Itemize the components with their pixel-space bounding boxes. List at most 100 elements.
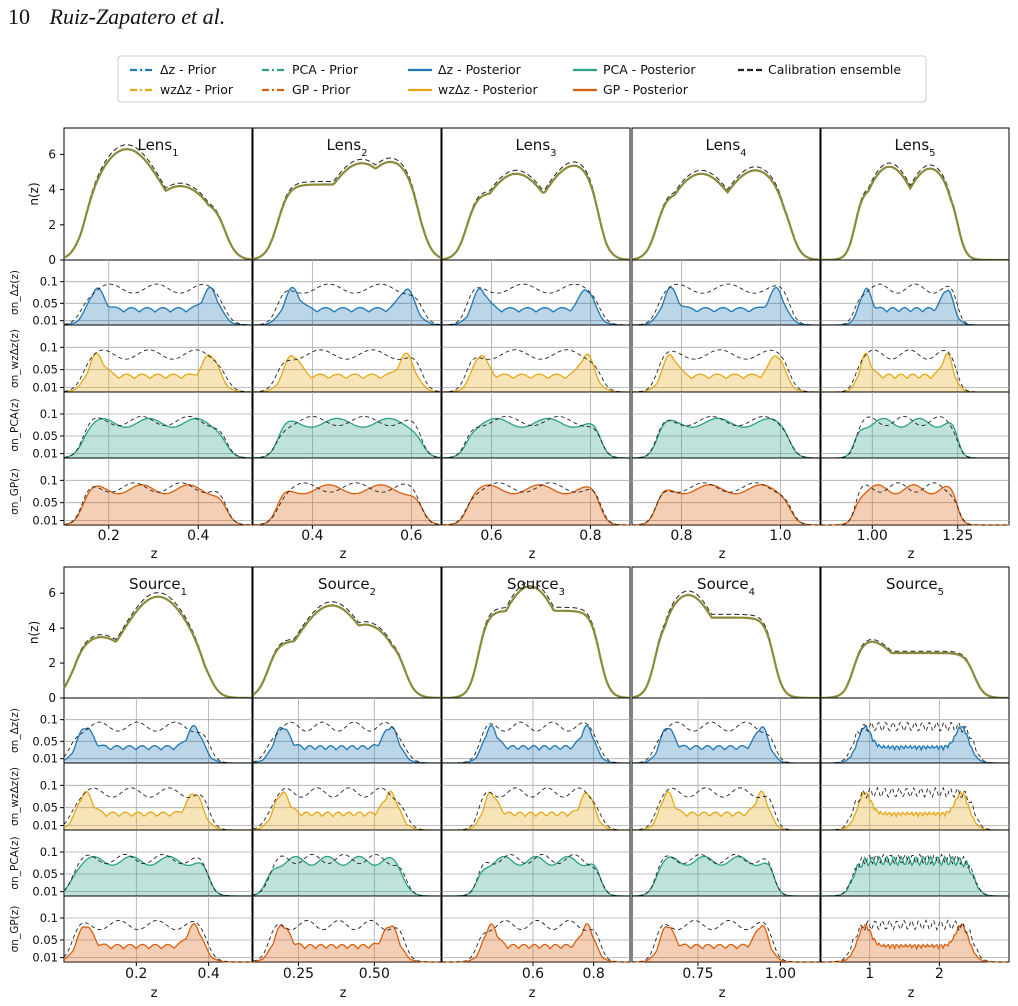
calibration-curve [821,162,1009,261]
panel: Source3 [441,566,631,700]
sigma-fill [632,925,820,962]
xaxis-label: z [908,986,915,1001]
panel: Lens3 [441,127,631,261]
calibration-curve [632,854,820,897]
xtick-label: 0.6 [400,528,422,544]
calibration-curve [252,157,442,260]
ytick-label: 0.1 [40,340,58,354]
panel [252,697,442,764]
calibration-curve [632,415,820,459]
legend-label: Calibration ensemble [768,62,901,77]
ytick-label: 2 [48,656,56,670]
lens-block: Lens1 0 2 4 6 n(z) 0.01 0.05 0.1 σn_Δz(z) 0.01 0.05… [9,127,1010,562]
sigma-fill [821,484,1009,525]
xaxis-label: z [340,547,347,562]
calibration-curve [252,349,442,393]
calibration-curve [821,349,1009,393]
running-title: Ruiz-Zapatero et al. [49,4,226,29]
panel [441,895,631,963]
xtick-label: 0.4 [301,528,323,544]
xtick-label: 1 [865,966,874,982]
sigma-curve [631,353,820,393]
calibration-curve [821,415,1009,459]
calibration-curve [63,592,252,699]
row-label: σn_GP(z) [9,468,21,515]
calibration-curve [821,919,1009,963]
calibration-curve [63,919,252,963]
xtick-label: 0.6 [522,966,544,982]
xtick-label: 0.8 [579,528,601,544]
nz-curve [441,164,630,261]
row-label: n(z) [27,182,41,205]
ytick-label: 0 [48,253,56,267]
panel [441,697,631,764]
panel [820,829,1010,897]
panel [820,259,1010,326]
ytick-label: 2 [48,218,56,232]
panel [252,391,442,459]
panel [441,324,631,393]
ytick-label: 0.01 [32,514,58,528]
legend-label: PCA - Posterior [603,62,696,77]
row-label: σn_PCA(z) [9,836,21,889]
calibration-curve [442,283,630,326]
sigma-fill [821,418,1009,458]
sigma-curve [821,724,1009,764]
legend-label: wzΔz - Prior [160,82,234,97]
calibration-curve [442,787,630,831]
panel: 0.01 0.05 0.1 σn_GP(z) [9,457,253,528]
sigma-curve [63,724,252,764]
sigma-fill [64,353,252,392]
ytick-label: 0.1 [40,713,58,727]
xaxis-label: z [719,547,726,562]
sigma-fill [442,856,630,896]
panel-frame [63,127,253,261]
xtick-label: 0.6 [480,528,502,544]
sigma-curve [252,855,441,897]
sigma-curve [632,484,820,526]
panel-title: Lens4 [705,136,746,159]
ytick-label: 0.05 [32,867,58,881]
panel-frame [631,762,821,831]
sigma-fill [442,923,630,962]
nz-curve [631,169,820,261]
calibration-curve [821,786,1009,831]
xtick-label: 1.00 [857,528,888,544]
ytick-label: 0.1 [40,407,58,421]
sigma-fill [632,726,820,763]
calibration-curve [252,787,441,831]
sigma-fill [64,923,252,962]
sigma-fill [64,484,252,525]
ytick-label: 0.05 [32,429,58,443]
panel: 0.01 0.05 0.1 σn_Δz(z) [9,259,253,328]
panel [252,762,442,831]
ytick-label: 0.1 [40,275,58,289]
panel [820,762,1010,831]
panel-frame [441,324,631,393]
ytick-label: 0.01 [32,819,58,833]
nz-curve [631,593,820,700]
xtick-label: 0.2 [98,528,120,544]
ytick-label: 0.01 [32,447,58,461]
sigma-fill [64,856,252,896]
sigma-fill [253,418,441,458]
sigma-curve [442,484,630,526]
panel [631,457,821,526]
panel-frame [820,391,1010,459]
sigma-fill [253,727,441,763]
row-label: σn_Δz(z) [9,708,21,753]
calibration-curve [63,283,252,326]
sigma-curve [821,923,1009,963]
sigma-curve [441,287,630,326]
sigma-curve [632,417,820,459]
calibration-curve [253,283,442,326]
ytick-label: 0 [48,691,56,705]
panel-frame [441,829,631,897]
calibration-curve [442,919,630,963]
ytick-label: 0.05 [32,801,58,815]
panel-frame [820,324,1010,393]
sigma-curve [442,353,630,393]
sigma-fill [253,856,441,896]
xtick-label: 0.75 [682,966,713,982]
